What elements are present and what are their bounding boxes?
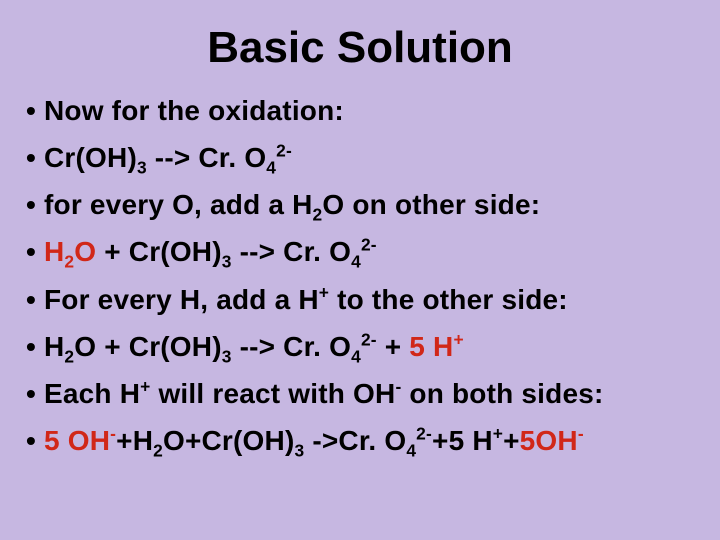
bullet-item: •for every O, add a H2O on other side: [26,188,700,221]
bullet-dot-icon: • [26,283,44,316]
bullet-dot-icon: • [26,424,44,457]
bullet-item: •Cr(OH)3 --> Cr. O42- [26,141,700,174]
bullet-dot-icon: • [26,330,44,363]
bullet-text: for every O, add a H2O on other side: [44,188,700,221]
bullet-item: •For every H, add a H+ to the other side… [26,283,700,316]
bullet-dot-icon: • [26,235,44,268]
bullet-text: H2O + Cr(OH)3 --> Cr. O42- + 5 H+ [44,330,700,363]
slide: Basic Solution •Now for the oxidation:•C… [0,0,720,540]
bullet-dot-icon: • [26,377,44,410]
bullet-list: •Now for the oxidation:•Cr(OH)3 --> Cr. … [20,94,700,456]
bullet-text: Now for the oxidation: [44,94,700,127]
bullet-item: •Each H+ will react with OH- on both sid… [26,377,700,410]
bullet-text: Each H+ will react with OH- on both side… [44,377,700,410]
bullet-text: H2O + Cr(OH)3 --> Cr. O42- [44,235,700,268]
bullet-item: •H2O + Cr(OH)3 --> Cr. O42- + 5 H+ [26,330,700,363]
bullet-item: •5 OH-+H2O+Cr(OH)3 ->Cr. O42-+5 H++5OH- [26,424,700,457]
slide-title: Basic Solution [20,24,700,72]
bullet-item: •H2O + Cr(OH)3 --> Cr. O42- [26,235,700,268]
bullet-item: •Now for the oxidation: [26,94,700,127]
bullet-text: Cr(OH)3 --> Cr. O42- [44,141,700,174]
bullet-text: For every H, add a H+ to the other side: [44,283,700,316]
bullet-text: 5 OH-+H2O+Cr(OH)3 ->Cr. O42-+5 H++5OH- [44,424,700,457]
bullet-dot-icon: • [26,141,44,174]
bullet-dot-icon: • [26,94,44,127]
bullet-dot-icon: • [26,188,44,221]
